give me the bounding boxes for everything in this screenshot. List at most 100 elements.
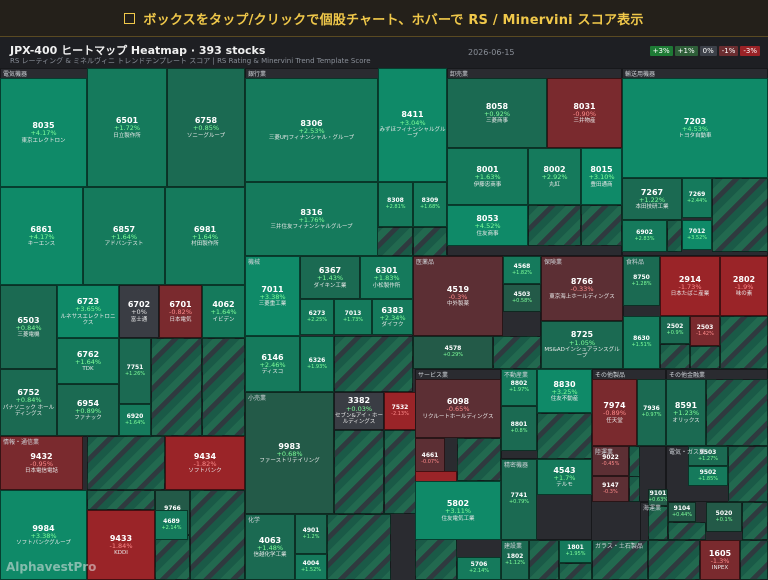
stock-tile-9983[interactable]: 9983 +0.68% ファーストリテイリング (245, 392, 334, 514)
stock-tile-3382[interactable]: 3382 +0.03% セブン&アイ・ホールディングス (334, 392, 384, 430)
minor-stock-block[interactable] (190, 490, 245, 580)
stock-tile-8053[interactable]: 8053 +4.52% 住友商事 (447, 205, 528, 246)
minor-stock-block[interactable] (742, 502, 768, 540)
stock-tile-6301[interactable]: 6301 +1.83% 小松製作所 (360, 256, 413, 299)
stock-tile-7741[interactable]: 7741+0.79%HOYA (501, 459, 537, 540)
stock-tile-8801[interactable]: 8801+0.8%三井不動産 (501, 406, 537, 451)
minor-stock-block[interactable] (528, 205, 581, 246)
stock-tile-8830[interactable]: 8830 +3.25% 住友不動産 (537, 369, 592, 413)
minor-stock-block[interactable] (660, 344, 690, 369)
stock-tile-1605[interactable]: 1605 -1.3% INPEX (700, 540, 740, 580)
minor-stock-block[interactable] (493, 336, 541, 369)
minor-stock-block[interactable] (413, 227, 447, 256)
stock-tile-7203[interactable]: 7203 +4.53% トヨタ自動車 (622, 78, 768, 178)
stock-tile-8316[interactable]: 8316 +1.76% 三井住友フィナンシャルグループ (245, 182, 378, 256)
minor-stock-block[interactable] (740, 540, 768, 580)
stock-tile-8411[interactable]: 8411 +3.04% みずほフィナンシャルグループ (378, 68, 447, 182)
minor-stock-block[interactable] (384, 430, 416, 514)
stock-tile-7936[interactable]: 7936+0.97%アシックス (637, 379, 666, 446)
stock-tile-5020[interactable]: 5020+0.1%ENEOSホールディングス (706, 502, 742, 532)
stock-tile-2914[interactable]: 2914 -1.73% 日本たばこ産業 (660, 256, 720, 316)
stock-tile-6383[interactable]: 6383 +2.34% ダイフク (372, 299, 413, 335)
stock-tile-2802[interactable]: 2802 -1.9% 味の素 (720, 256, 768, 316)
stock-tile-6098[interactable]: 6098 -0.65% リクルートホールディングス (415, 379, 501, 438)
stock-tile-1801[interactable]: 1801+1.95%大成建設 (559, 540, 592, 563)
stock-tile-6920[interactable]: 6920+1.64%レーザーテック (119, 404, 151, 436)
minor-stock-block[interactable] (202, 338, 245, 436)
stock-tile-6503[interactable]: 6503 +0.84% 三菱電機 (0, 285, 57, 369)
minor-stock-block[interactable] (87, 490, 155, 510)
minor-stock-block[interactable] (87, 436, 165, 490)
stock-tile-9984[interactable]: 9984 +3.38% ソフトバンクグループ (0, 490, 87, 580)
minor-stock-block[interactable] (529, 540, 559, 580)
stock-tile-8306[interactable]: 8306 +2.53% 三菱UFJフィナンシャル・グループ (245, 78, 378, 182)
stock-tile-8308[interactable]: 8308+2.81%りそなホールディングス (378, 182, 413, 227)
minor-stock-block[interactable] (728, 446, 768, 502)
minor-stock-block[interactable] (668, 522, 706, 540)
stock-tile-4519[interactable]: 4519 -0.3% 中外製薬 (413, 256, 503, 336)
stock-tile-8031[interactable]: 8031 -0.90% 三井物産 (547, 78, 622, 148)
stock-tile-9434[interactable]: 9434 -1.82% ソフトバンク (165, 436, 245, 490)
stock-tile-6758[interactable]: 6758 +0.85% ソニーグループ (167, 68, 245, 187)
stock-tile-4901[interactable]: 4901+1.2%富士フイルム (295, 514, 327, 554)
stock-tile-6501[interactable]: 6501 +1.72% 日立製作所 (87, 68, 167, 187)
stock-tile-8766[interactable]: 8766 -0.33% 東京海上ホールディングス (541, 256, 623, 321)
stock-tile-4503[interactable]: 4503+0.58%アステラス製薬 (503, 284, 541, 312)
stock-tile-8725[interactable]: 8725 +1.05% MS&ADインシュアランスグループ (541, 321, 623, 369)
stock-tile-7011[interactable]: 7011 +3.38% 三菱重工業 (245, 256, 300, 336)
stock-tile-7974[interactable]: 7974 -0.89% 任天堂 (592, 379, 637, 446)
stock-tile-4578[interactable]: 4578+0.29%大塚ホールディングス (413, 336, 493, 369)
stock-tile-6367[interactable]: 6367 +1.43% ダイキン工業 (300, 256, 360, 299)
stock-tile-6273[interactable]: 6273+2.25%SMC (300, 299, 334, 335)
stock-tile-6902[interactable]: 6902+2.83%デンソー (622, 220, 667, 252)
stock-tile-8002[interactable]: 8002 +2.92% 丸紅 (528, 148, 581, 205)
stock-tile-4062[interactable]: 4062 +1.64% イビデン (202, 285, 245, 338)
stock-tile-9104[interactable]: 9104+0.44%商船三井 (668, 502, 696, 522)
stock-tile-7267[interactable]: 7267 +1.22% 本田技研工業 (622, 178, 682, 220)
stock-tile-9503[interactable]: 9503+1.27%関西電力 (688, 446, 728, 466)
minor-stock-block[interactable] (592, 540, 648, 580)
minor-stock-block[interactable] (720, 316, 768, 369)
stock-tile-6752[interactable]: 6752 +0.84% パナソニック ホールディングス (0, 369, 57, 436)
stock-tile-6723[interactable]: 6723 +3.65% ルネサスエレクトロニクス (57, 285, 119, 338)
stock-tile-6861[interactable]: 6861 +4.17% キーエンス (0, 187, 83, 285)
minor-stock-block[interactable] (372, 227, 413, 256)
stock-tile-7013[interactable]: 7013+1.73%IHI (334, 299, 372, 335)
stock-tile-8058[interactable]: 8058 +0.92% 三菱商事 (447, 78, 547, 148)
stock-tile-8630[interactable]: 8630+1.51%SOMPOホールディングス (623, 316, 660, 369)
stock-tile-6981[interactable]: 6981 +1.64% 村田製作所 (165, 187, 245, 285)
minor-stock-block[interactable] (667, 220, 682, 252)
minor-stock-block[interactable] (648, 540, 700, 580)
stock-tile-6762[interactable]: 6762 +1.64% TDK (57, 338, 119, 384)
stock-tile-2502[interactable]: 2502+0.9%アサヒグループ (660, 316, 690, 344)
stock-tile-9022[interactable]: 9022-0.45%東海旅客鉄道 (592, 446, 629, 476)
stock-tile-9432[interactable]: 9432 -0.95% 日本電信電話 (0, 436, 83, 490)
stock-tile-6146[interactable]: 6146 +2.46% ディスコ (245, 336, 300, 392)
minor-stock-block[interactable] (155, 535, 190, 580)
stock-tile-4063[interactable]: 4063 +1.48% 信越化学工業 (245, 514, 295, 580)
stock-tile-6702[interactable]: 6702 +0% 富士通 (119, 285, 159, 338)
stock-tile-6701[interactable]: 6701 -0.82% 日本電気 (159, 285, 202, 338)
stock-tile-4689[interactable]: 4689+2.14%LINEヤフー (155, 510, 188, 540)
stock-tile-6857[interactable]: 6857 +1.64% アドバンテスト (83, 187, 165, 285)
stock-tile-8015[interactable]: 8015 +3.10% 豊田通商 (581, 148, 622, 205)
stock-tile-8591[interactable]: 8591 +1.23% オリックス (666, 379, 706, 446)
stock-tile-9147[interactable]: 9147-0.3%NIPPON EXPRESS (592, 476, 629, 502)
stock-tile-9502[interactable]: 9502+1.85%中部電力 (688, 466, 728, 486)
stock-tile-6326[interactable]: 6326+1.93%クボタ (300, 336, 334, 392)
minor-stock-block[interactable] (334, 336, 413, 392)
stock-tile-8035[interactable]: 8035 +4.17% 東京エレクトロン (0, 78, 87, 187)
stock-tile-8750[interactable]: 8750+1.28%第一生命ホールディングス (623, 256, 660, 306)
stock-tile-7751[interactable]: 7751+1.26%キヤノン (119, 338, 151, 404)
minor-stock-block[interactable] (559, 563, 592, 580)
minor-stock-block[interactable] (327, 514, 391, 580)
stock-tile-7012[interactable]: 7012+3.52%川崎重工業 (682, 220, 712, 250)
minor-stock-block[interactable] (537, 413, 592, 459)
stock-tile-4568[interactable]: 4568+1.82%第一三共 (503, 256, 541, 284)
stock-tile-8001[interactable]: 8001 +1.63% 伊藤忠商事 (447, 148, 528, 205)
minor-stock-block[interactable] (581, 205, 622, 246)
minor-stock-block[interactable] (712, 178, 768, 252)
stock-tile-5802[interactable]: 5802 +3.11% 住友電気工業 (415, 481, 501, 540)
minor-stock-block[interactable] (690, 346, 720, 369)
minor-stock-block[interactable] (457, 438, 501, 481)
